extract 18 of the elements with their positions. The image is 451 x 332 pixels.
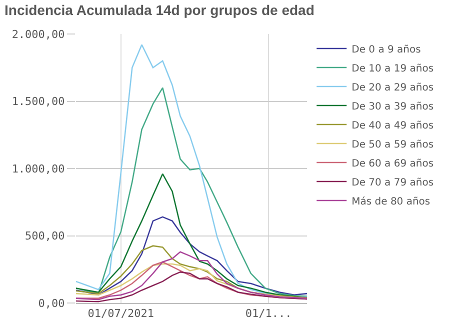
y-tick-label: 1.500,00 (12, 95, 65, 108)
legend-label: De 10 a 19 años (352, 63, 434, 74)
legend-label: De 40 a 49 años (352, 120, 434, 132)
chart-title: Incidencia Acumulada 14d por grupos de edad (4, 2, 314, 18)
legend-label: De 20 a 29 años (352, 82, 434, 94)
line-series (76, 271, 307, 302)
x-tick-label: 01/1... (245, 307, 292, 320)
x-tick-label: 01/07/2021 (88, 307, 154, 320)
legend-label: Más de 80 años (352, 196, 430, 208)
legend-label: De 60 a 69 años (352, 158, 434, 170)
y-tick-label: 500,00 (25, 230, 65, 243)
legend-label: De 0 a 9 años (352, 44, 421, 56)
legend-label: De 50 a 59 años (352, 139, 434, 150)
legend-label: De 30 a 39 años (352, 101, 434, 112)
legend-label: De 70 a 79 años (352, 177, 434, 188)
y-tick-label: 0,00 (38, 296, 65, 310)
y-tick-label: 1.000,00 (12, 162, 65, 176)
y-tick-label: 2.000,00 (12, 28, 65, 41)
